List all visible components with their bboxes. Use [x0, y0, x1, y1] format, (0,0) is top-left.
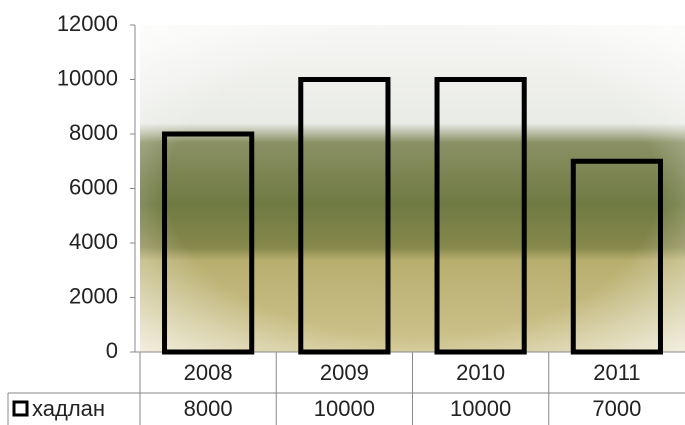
y-tick-label: 8000 — [69, 120, 118, 145]
y-tick-label: 6000 — [69, 174, 118, 199]
y-tick-label: 12000 — [57, 11, 118, 36]
y-tick-label: 10000 — [57, 65, 118, 90]
y-tick-label: 2000 — [69, 283, 118, 308]
background-photo — [140, 25, 685, 352]
table-value: 8000 — [184, 396, 233, 421]
x-tick-label: 2008 — [184, 360, 233, 385]
y-tick-label: 4000 — [69, 229, 118, 254]
chart: хадлан 0 2000 4000 6000 8000 10000 12000 2008 20… — [0, 0, 685, 425]
legend-label: хадлан — [32, 396, 105, 421]
legend-swatch — [14, 402, 27, 415]
x-tick-label: 2011 — [593, 360, 640, 385]
table-value: 10000 — [314, 396, 375, 421]
x-tick-label: 2009 — [320, 360, 369, 385]
y-tick-label: 0 — [106, 338, 118, 363]
table-value: 10000 — [450, 396, 511, 421]
x-tick-label: 2010 — [456, 360, 505, 385]
table-value: 7000 — [592, 396, 641, 421]
